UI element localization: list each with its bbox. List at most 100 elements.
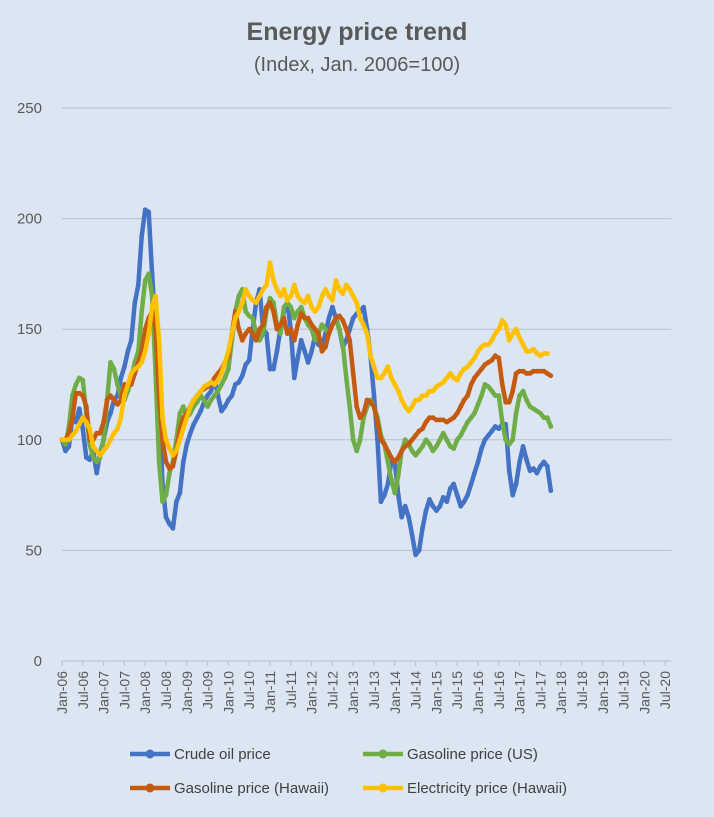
data-point [510, 437, 516, 443]
data-point [267, 295, 273, 301]
data-point [413, 433, 418, 438]
x-tick-label: Jan-15 [428, 671, 444, 714]
data-point [309, 304, 314, 310]
data-point [336, 326, 342, 332]
data-point [239, 373, 245, 379]
data-point [531, 346, 536, 352]
data-point [454, 437, 460, 443]
data-point [513, 326, 519, 332]
data-point [257, 326, 262, 332]
data-point [399, 448, 405, 454]
data-point [343, 282, 349, 288]
data-point [486, 342, 491, 348]
data-point [520, 444, 526, 449]
data-point [191, 421, 197, 427]
data-point [319, 293, 325, 299]
x-tick-label: Jan-11 [262, 671, 278, 713]
data-point [316, 331, 321, 336]
data-point [163, 459, 169, 465]
data-point [76, 421, 82, 427]
data-point [66, 437, 72, 443]
data-point [444, 499, 450, 505]
data-point [423, 393, 429, 398]
data-point [465, 492, 470, 498]
data-point [281, 315, 287, 321]
data-point [73, 428, 79, 434]
data-point [142, 207, 148, 213]
data-point [146, 331, 152, 336]
data-point [472, 410, 477, 416]
legend-label-1: Gasoline price (US) [407, 746, 538, 763]
data-point [350, 293, 356, 299]
data-point [135, 282, 141, 288]
data-point [222, 404, 228, 409]
x-tick-label: Jan-10 [220, 671, 236, 714]
data-point [454, 492, 460, 498]
data-point [402, 404, 408, 409]
data-point [125, 348, 131, 354]
data-point [413, 552, 418, 558]
y-tick-label: 150 [17, 321, 42, 338]
data-point [402, 444, 408, 449]
data-point [527, 404, 533, 409]
data-point [236, 309, 242, 314]
data-point [430, 448, 436, 454]
data-point [156, 337, 162, 343]
series-lines [59, 207, 554, 558]
data-point [274, 326, 280, 332]
x-tick-label: Jul-19 [616, 671, 632, 709]
data-point [298, 311, 304, 317]
y-tick-label: 0 [34, 653, 42, 670]
legend-label-3: Electricity price (Hawaii) [407, 780, 567, 797]
data-point [489, 428, 495, 434]
data-point [388, 477, 394, 482]
data-point [538, 353, 543, 359]
data-point [219, 408, 224, 414]
data-point [347, 287, 353, 292]
data-point [139, 360, 145, 365]
data-point [142, 326, 148, 332]
data-point [76, 390, 82, 396]
data-point [506, 441, 512, 447]
legend-label-2: Gasoline price (Hawaii) [174, 780, 329, 797]
data-point [534, 368, 540, 374]
data-point [517, 335, 522, 341]
data-point [378, 375, 384, 381]
data-point [427, 441, 432, 447]
data-point [170, 525, 176, 531]
data-point [468, 481, 474, 487]
data-point [101, 448, 106, 454]
data-point [63, 441, 68, 447]
data-point [312, 326, 318, 332]
data-point [444, 437, 450, 443]
data-point [125, 382, 131, 387]
data-point [177, 437, 183, 443]
data-point [97, 452, 103, 458]
x-tick-label: Jan-12 [304, 671, 320, 714]
data-point [492, 393, 498, 398]
data-point [395, 472, 401, 478]
data-point [298, 337, 304, 343]
data-point [472, 355, 477, 361]
data-point [302, 300, 308, 306]
data-point [80, 415, 86, 421]
data-point [437, 503, 443, 509]
legend-marker-0 [145, 749, 155, 759]
data-point [267, 260, 273, 266]
data-point [458, 433, 464, 438]
data-point [70, 415, 75, 421]
data-point [264, 304, 269, 310]
data-point [524, 397, 529, 403]
data-point [128, 371, 134, 376]
data-point [104, 397, 110, 403]
data-point [284, 298, 290, 303]
data-point [309, 322, 314, 328]
data-point [288, 326, 294, 332]
data-point [420, 444, 425, 449]
data-point [392, 490, 398, 496]
data-point [278, 322, 283, 328]
data-point [142, 278, 148, 283]
data-point [496, 355, 502, 361]
data-point [385, 448, 391, 454]
